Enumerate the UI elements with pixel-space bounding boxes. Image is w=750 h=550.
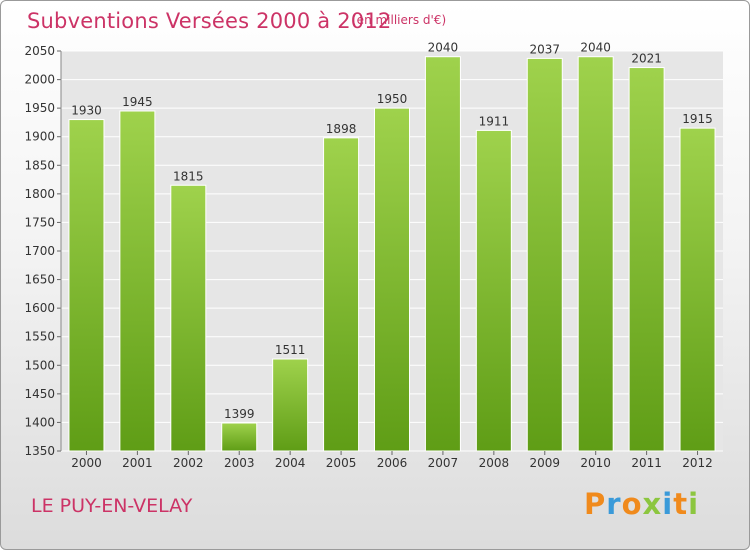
y-tick-label: 1400 <box>24 415 55 429</box>
x-tick-label: 2004 <box>275 456 306 470</box>
data-label: 1950 <box>377 92 408 106</box>
data-label: 2040 <box>428 41 459 55</box>
bar-2009 <box>526 57 563 452</box>
bar-2007 <box>424 56 461 452</box>
y-tick-label: 1800 <box>24 187 55 201</box>
data-label: 1511 <box>275 343 306 357</box>
y-tick-label: 1950 <box>24 101 55 115</box>
data-label: 1930 <box>71 104 102 118</box>
bar-2010 <box>577 56 614 452</box>
y-tick-label: 1850 <box>24 158 55 172</box>
y-tick-label: 1500 <box>24 358 55 372</box>
bar-2011 <box>628 67 665 452</box>
bar-2001 <box>119 110 156 452</box>
bar-2012 <box>679 127 716 452</box>
bar-2000 <box>68 119 105 452</box>
x-tick-label: 2008 <box>479 456 510 470</box>
y-tick-label: 1450 <box>24 387 55 401</box>
bar-2006 <box>374 107 410 452</box>
y-tick-label: 2050 <box>24 44 55 58</box>
data-label: 1911 <box>479 114 510 128</box>
y-tick-label: 1750 <box>24 215 55 229</box>
city-name: LE PUY-EN-VELAY <box>31 495 193 517</box>
data-label: 2040 <box>580 41 611 55</box>
y-tick-label: 1900 <box>24 130 55 144</box>
x-tick-label: 2012 <box>682 456 713 470</box>
y-tick-label: 1550 <box>24 330 55 344</box>
x-tick-label: 2000 <box>71 456 102 470</box>
data-label: 1915 <box>682 112 713 126</box>
x-tick-label: 2002 <box>173 456 204 470</box>
bar-2002 <box>170 184 207 452</box>
x-axis: 2000 2001 2002 2003 2004 2005 2006 2007 2008 2009… <box>71 451 713 470</box>
y-tick-label: 1350 <box>24 444 55 458</box>
bars <box>68 56 716 452</box>
bar-2004 <box>272 358 309 452</box>
data-label: 2021 <box>631 52 662 66</box>
bar-2008 <box>475 129 512 452</box>
y-axis: 1350 1400 1450 1500 1550 1600 1650 1700 1750 1800… <box>24 44 62 458</box>
bar-2005 <box>323 137 360 452</box>
data-label: 1945 <box>122 95 153 109</box>
x-tick-label: 2005 <box>326 456 357 470</box>
data-label: 1815 <box>173 169 204 183</box>
chart-title: Subventions Versées 2000 à 2012 <box>27 9 392 33</box>
x-tick-label: 2006 <box>377 456 408 470</box>
data-label: 1898 <box>326 122 357 136</box>
bar-2003 <box>221 422 258 452</box>
data-labels: 1930 1945 1815 1399 1511 1898 1950 2040 1911 2037… <box>71 41 713 421</box>
proxiti-logo: Proxiti <box>584 487 700 521</box>
x-tick-label: 2007 <box>428 456 459 470</box>
y-tick-label: 1600 <box>24 301 55 315</box>
chart-subtitle: (en milliers d'€) <box>352 13 447 27</box>
x-tick-label: 2003 <box>224 456 255 470</box>
x-tick-label: 2011 <box>631 456 662 470</box>
x-tick-label: 2009 <box>529 456 560 470</box>
data-label: 2037 <box>529 42 560 56</box>
x-tick-label: 2010 <box>580 456 611 470</box>
y-tick-label: 1650 <box>24 273 55 287</box>
y-tick-label: 1700 <box>24 244 55 258</box>
x-tick-label: 2001 <box>122 456 153 470</box>
data-label: 1399 <box>224 407 255 421</box>
y-tick-label: 2000 <box>24 73 55 87</box>
